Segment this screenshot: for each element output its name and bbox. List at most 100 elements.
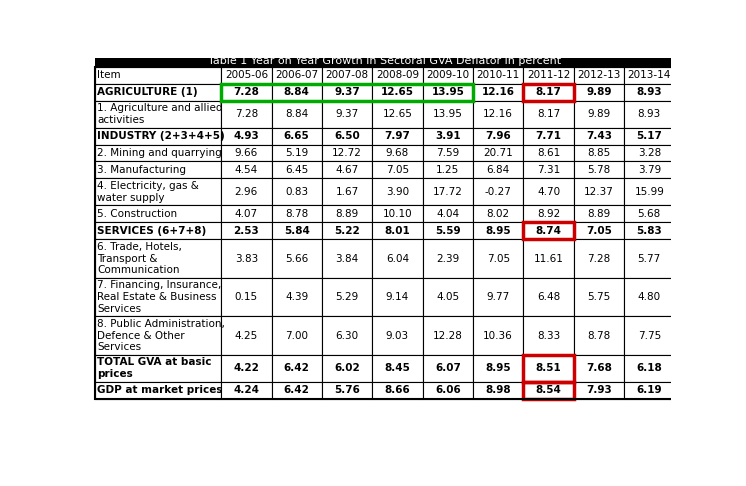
Bar [372, 101, 423, 128]
Bar [524, 84, 574, 101]
Bar [272, 161, 322, 178]
Text: 7.93: 7.93 [586, 385, 612, 395]
Text: 5.68: 5.68 [638, 209, 661, 219]
Bar [423, 239, 473, 278]
Text: 8.93: 8.93 [638, 109, 661, 119]
Text: 8.61: 8.61 [537, 148, 560, 158]
Bar [574, 239, 624, 278]
Text: 8.54: 8.54 [536, 385, 562, 395]
Text: 2007-08: 2007-08 [325, 70, 369, 80]
Bar [574, 128, 624, 144]
Bar [272, 128, 322, 144]
Text: 3.28: 3.28 [638, 148, 661, 158]
Bar [372, 382, 423, 399]
Text: 5.19: 5.19 [285, 148, 308, 158]
Text: 2. Mining and quarrying: 2. Mining and quarrying [97, 148, 222, 158]
Text: 9.89: 9.89 [586, 87, 612, 97]
Text: 8. Public Administration,
Defence & Other
Services: 8. Public Administration, Defence & Othe… [97, 319, 225, 352]
Bar [423, 161, 473, 178]
Bar [624, 206, 674, 222]
Bar [272, 222, 322, 239]
Bar [372, 278, 423, 316]
Bar [524, 382, 574, 399]
Bar [473, 239, 524, 278]
Bar [272, 278, 322, 316]
Text: 7.05: 7.05 [586, 226, 612, 236]
Text: 10.36: 10.36 [483, 330, 513, 341]
Text: 5.59: 5.59 [435, 226, 460, 236]
Text: 3.83: 3.83 [235, 254, 258, 263]
Text: 9.37: 9.37 [334, 87, 360, 97]
Text: 2013-14: 2013-14 [627, 70, 671, 80]
Text: INDUSTRY (2+3+4+5): INDUSTRY (2+3+4+5) [97, 131, 225, 141]
Text: 2005-06: 2005-06 [225, 70, 268, 80]
Text: 5.75: 5.75 [587, 292, 610, 302]
Text: 9.14: 9.14 [386, 292, 409, 302]
Bar [423, 278, 473, 316]
Text: 7.00: 7.00 [285, 330, 308, 341]
Bar [423, 84, 473, 101]
Bar [574, 278, 624, 316]
Bar [221, 355, 272, 382]
Bar [574, 382, 624, 399]
Text: 2011-12: 2011-12 [527, 70, 570, 80]
Text: 8.78: 8.78 [587, 330, 610, 341]
Text: 9.89: 9.89 [587, 109, 610, 119]
Bar [473, 278, 524, 316]
Text: 2008-09: 2008-09 [376, 70, 419, 80]
Bar [473, 144, 524, 161]
Text: 4.93: 4.93 [233, 131, 259, 141]
Text: 4.05: 4.05 [436, 292, 460, 302]
Bar [423, 355, 473, 382]
Bar [524, 128, 574, 144]
Text: 6.07: 6.07 [435, 363, 461, 373]
Bar [322, 382, 372, 399]
Bar [574, 222, 624, 239]
Bar [473, 67, 524, 84]
Text: 7.75: 7.75 [638, 330, 661, 341]
Text: 0.83: 0.83 [285, 187, 308, 197]
Text: 9.68: 9.68 [386, 148, 409, 158]
Bar [322, 101, 372, 128]
Bar [524, 84, 574, 101]
Text: 5.29: 5.29 [336, 292, 359, 302]
Bar [272, 144, 322, 161]
Text: 8.93: 8.93 [636, 87, 662, 97]
Bar [624, 239, 674, 278]
Text: 5.66: 5.66 [285, 254, 308, 263]
Bar [372, 128, 423, 144]
Text: 6.18: 6.18 [636, 363, 662, 373]
Text: 12.72: 12.72 [332, 148, 362, 158]
Bar [473, 101, 524, 128]
Bar [423, 222, 473, 239]
Bar [473, 178, 524, 206]
Bar [574, 355, 624, 382]
Text: 4. Electricity, gas &
water supply: 4. Electricity, gas & water supply [97, 181, 199, 203]
Text: 9.66: 9.66 [235, 148, 258, 158]
Text: 7. Financing, Insurance,
Real Estate & Business
Services: 7. Financing, Insurance, Real Estate & B… [97, 280, 222, 313]
Text: 3.79: 3.79 [638, 165, 661, 175]
Text: 17.72: 17.72 [433, 187, 463, 197]
Bar [95, 101, 221, 128]
Bar [221, 67, 272, 84]
Bar [574, 178, 624, 206]
Text: 2.39: 2.39 [436, 254, 460, 263]
Bar [423, 67, 473, 84]
Text: 4.39: 4.39 [285, 292, 308, 302]
Text: 1.67: 1.67 [336, 187, 359, 197]
Text: 6.45: 6.45 [285, 165, 308, 175]
Bar [524, 278, 574, 316]
Text: 6.06: 6.06 [435, 385, 461, 395]
Text: GDP at market prices: GDP at market prices [97, 385, 222, 395]
Bar [473, 355, 524, 382]
Bar [95, 222, 221, 239]
Bar [95, 278, 221, 316]
Text: 2006-07: 2006-07 [275, 70, 319, 80]
Bar [95, 178, 221, 206]
Bar [221, 239, 272, 278]
Text: 8.84: 8.84 [283, 87, 310, 97]
Bar [221, 382, 272, 399]
Bar [624, 355, 674, 382]
Bar [473, 161, 524, 178]
Text: 8.66: 8.66 [384, 385, 410, 395]
